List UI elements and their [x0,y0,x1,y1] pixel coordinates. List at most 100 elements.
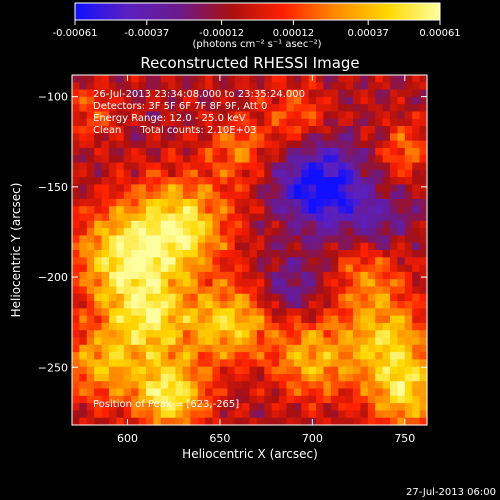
heatmap-cell [308,82,317,91]
heatmap-cell [293,366,302,375]
heatmap-cell [190,184,199,193]
heatmap-cell [353,235,362,244]
y-tick-label: −100 [38,91,68,104]
heatmap-cell [86,126,95,134]
y-tick-label: −200 [38,271,68,284]
heatmap-cell [72,417,80,426]
heatmap-cell [182,133,191,142]
heatmap-cell [264,177,273,185]
heatmap-cell [271,330,280,339]
heatmap-cell [175,271,184,280]
heatmap-cell [419,213,428,222]
heatmap-cell [205,118,214,127]
heatmap-cell [264,359,273,368]
heatmap-cell [131,271,140,280]
heatmap-cell [419,198,428,207]
heatmap-cell [256,271,265,280]
heatmap-cell [79,191,88,200]
heatmap-cell [256,75,265,83]
heatmap-cell [338,257,347,266]
heatmap-cell [397,403,406,412]
heatmap-cell [353,177,362,185]
heatmap-cell [404,169,413,178]
heatmap-cell [205,315,214,324]
heatmap-cell [412,184,421,193]
heatmap-cell [316,293,325,302]
heatmap-cell [367,417,376,426]
heatmap-cell [301,162,310,171]
heatmap-cell [131,111,140,120]
heatmap-cell [197,286,206,295]
heatmap-cell [234,213,243,222]
heatmap-cell [256,155,265,164]
heatmap-cell [271,315,280,324]
heatmap-cell [190,162,199,171]
heatmap-cell [138,264,147,273]
heatmap-cell [234,352,243,360]
heatmap-cell [330,271,339,280]
heatmap-cell [316,184,325,193]
heatmap-cell [404,126,413,134]
heatmap-cell [293,206,302,215]
heatmap-cell [86,213,95,222]
heatmap-cell [264,89,273,98]
heatmap-cell [412,366,421,375]
heatmap-cell [286,155,295,164]
heatmap-cell [345,322,354,331]
heatmap-cell [190,381,199,390]
heatmap-cell [271,381,280,390]
heatmap-cell [404,359,413,368]
heatmap-cell [116,264,125,273]
heatmap-cell [205,147,214,156]
heatmap-cell [286,271,295,280]
heatmap-cell [94,155,103,164]
heatmap-cell [116,410,125,419]
heatmap-cell [367,388,376,397]
heatmap-cell [101,96,110,105]
heatmap-cell [175,337,184,346]
heatmap-cell [308,206,317,215]
heatmap-cell [212,403,221,412]
heatmap-cell [234,395,243,404]
heatmap-cell [219,315,228,324]
heatmap-cell [330,330,339,339]
heatmap-cell [212,228,221,237]
heatmap-cell [212,301,221,309]
heatmap-cell [182,198,191,207]
heatmap-cell [86,104,95,113]
heatmap-cell [397,89,406,98]
heatmap-cell [219,330,228,339]
heatmap-cell [131,301,140,309]
heatmap-cell [145,75,154,83]
heatmap-cell [168,104,177,113]
heatmap-cell [419,89,428,98]
heatmap-cell [175,352,184,360]
heatmap-cell [404,220,413,229]
heatmap-cell [256,344,265,353]
info-annotations: 26-Jul-2013 23:34:08.000 to 23:35:24.000… [93,89,305,410]
heatmap-cell [375,344,384,353]
heatmap-cell [212,184,221,193]
heatmap-cell [301,140,310,149]
heatmap-cell [212,388,221,397]
heatmap-cell [330,191,339,200]
heatmap-cell [308,279,317,288]
heatmap-cell [138,140,147,149]
heatmap-cell [242,235,251,244]
heatmap-cell [412,198,421,207]
heatmap-cell [419,410,428,419]
heatmap-cell [182,293,191,302]
heatmap-cell [175,89,184,98]
heatmap-cell [279,220,288,229]
heatmap-cell [94,264,103,273]
heatmap-cell [219,162,228,171]
heatmap-cell [86,301,95,309]
heatmap-cell [168,373,177,382]
heatmap-cell [190,242,199,251]
heatmap-cell [227,388,236,397]
heatmap-cell [145,301,154,309]
heatmap-cell [293,213,302,222]
heatmap-cell [249,410,258,419]
heatmap-cell [360,177,369,185]
heatmap-cell [338,250,347,258]
